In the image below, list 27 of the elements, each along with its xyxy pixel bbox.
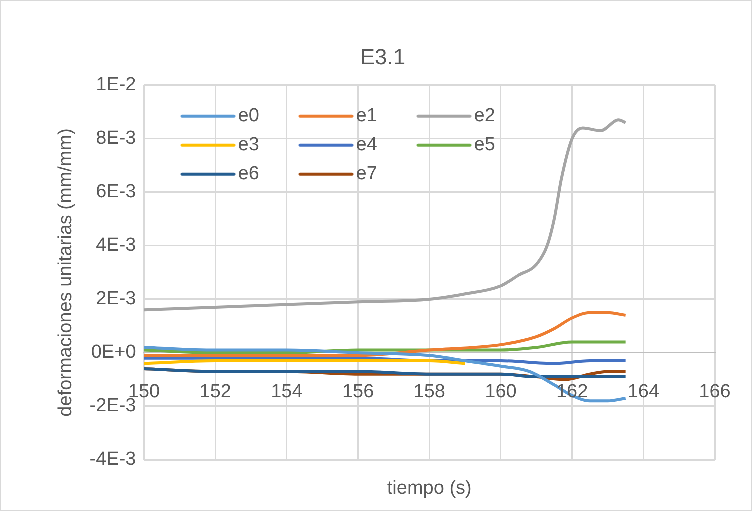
- y-tick-label: -4E-3: [90, 449, 136, 470]
- legend-label: e0: [238, 106, 260, 127]
- line-series: [144, 311, 628, 358]
- y-tick-label: 0E+0: [91, 342, 136, 364]
- chart-title: E3.1: [360, 44, 406, 70]
- x-axis-title: tiempo (s): [387, 478, 472, 500]
- y-tick-label: 1E-2: [96, 74, 136, 96]
- x-tick-label: 158: [414, 382, 446, 403]
- y-tick-label: 2E-3: [96, 288, 136, 310]
- x-tick-label: 166: [699, 382, 731, 403]
- legend-label: e2: [474, 106, 496, 127]
- legend-label: e6: [238, 164, 260, 185]
- x-tick-label: 164: [628, 382, 660, 403]
- y-tick-label: 8E-3: [96, 128, 136, 150]
- line-series: [144, 368, 628, 379]
- y-axis-title: deformaciones unitarias (mm/mm): [56, 128, 77, 417]
- x-tick-label: 160: [485, 382, 517, 403]
- legend-label: e3: [238, 134, 260, 156]
- y-tick-label: 6E-3: [96, 182, 136, 203]
- legend-label: e4: [356, 134, 378, 156]
- x-tick-label: 156: [342, 382, 374, 403]
- legend-label: e1: [356, 106, 378, 127]
- legend-label: e5: [474, 134, 496, 156]
- y-tick-label: 4E-3: [96, 235, 136, 256]
- x-tick-label: 152: [200, 382, 232, 403]
- x-tick-label: 154: [271, 382, 304, 403]
- legend-label: e7: [356, 164, 378, 185]
